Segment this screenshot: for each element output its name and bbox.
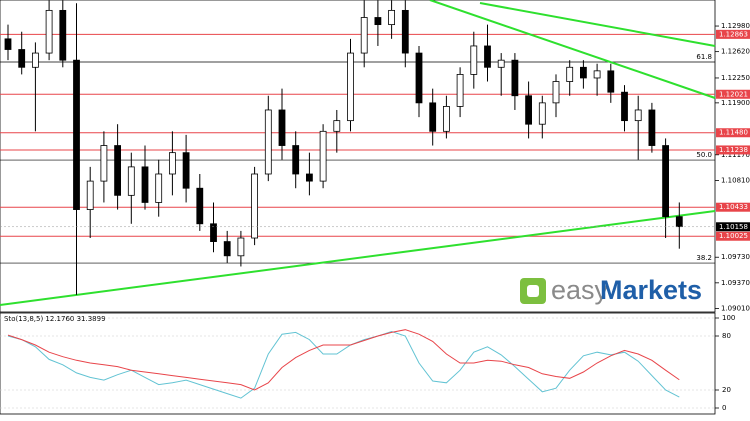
level-box: [716, 202, 750, 212]
candle-body: [86, 180, 94, 210]
candle-body: [525, 95, 532, 125]
candle-body: [415, 52, 423, 104]
candle-body: [347, 52, 354, 122]
fib-label: 50.0: [696, 151, 712, 159]
brand-markets: Markets: [600, 275, 702, 305]
candle-body: [141, 166, 149, 203]
candle-body: [278, 109, 286, 146]
brand-logo: easy Markets: [520, 275, 702, 305]
candle-body: [292, 145, 300, 175]
indicator-line: [7, 329, 680, 391]
candle-body: [114, 145, 121, 196]
candle-body: [470, 45, 478, 75]
level-label: 1.10025: [719, 232, 748, 240]
level-label: 1.12021: [719, 90, 748, 98]
y-tick-label: 1.12620: [721, 48, 750, 56]
candle-body: [538, 102, 546, 125]
candle-body: [168, 152, 176, 175]
level-box: [716, 89, 750, 99]
candle-body: [45, 9, 53, 54]
candle-body: [621, 91, 628, 122]
trendline: [0, 210, 716, 306]
candle-body: [223, 241, 231, 257]
candle-body: [182, 152, 190, 189]
candle-body: [607, 70, 615, 93]
candle-body: [196, 187, 204, 225]
level-box: [716, 29, 750, 39]
candle-body: [580, 66, 587, 79]
fib-label: 61.8: [696, 53, 712, 61]
y-tick-label: 100: [722, 314, 735, 322]
trendline: [479, 2, 716, 47]
candle-body: [210, 223, 217, 242]
y-tick-label: 1.11170: [721, 151, 750, 159]
y-tick-label: 20: [722, 386, 731, 394]
candle-body: [442, 106, 450, 132]
candle-body: [675, 216, 683, 228]
level-label: 1.11238: [719, 146, 748, 154]
candle-body: [662, 145, 669, 218]
y-tick-label: 0: [722, 404, 726, 412]
y-tick-label: 1.09370: [721, 279, 750, 287]
candle-body: [319, 130, 327, 182]
y-tick-label: 1.12250: [721, 74, 750, 82]
candle-body: [4, 38, 12, 50]
candle-body: [100, 145, 108, 182]
candle-body: [566, 66, 574, 82]
candle-body: [305, 173, 313, 182]
current-price-box: [716, 222, 750, 232]
candle-body: [264, 109, 272, 175]
candle-body: [429, 102, 437, 132]
candle-body: [593, 70, 601, 79]
indicator-title: Sto(13,8,5) 12.1760 31.3899: [4, 315, 106, 323]
candle-body: [127, 166, 135, 196]
candle-body: [497, 59, 505, 68]
candle-body: [360, 17, 368, 54]
candle-body: [648, 109, 656, 146]
level-label: 1.12863: [719, 30, 748, 38]
logo-inner: [527, 285, 539, 297]
candle-body: [552, 81, 560, 104]
candle-body: [388, 9, 396, 26]
candle-body: [374, 17, 382, 26]
indicator-pane: [0, 312, 716, 415]
level-label: 1.10433: [719, 203, 748, 211]
y-tick-label: 1.11900: [721, 99, 750, 107]
candle-body: [73, 59, 80, 210]
candle-body: [456, 74, 464, 107]
candle-body: [634, 109, 642, 122]
candle-body: [155, 173, 163, 203]
y-tick-label: 1.12980: [721, 22, 750, 30]
level-box: [716, 231, 750, 241]
level-box: [716, 145, 750, 155]
candle-body: [484, 45, 491, 68]
level-box: [716, 128, 750, 138]
y-tick-label: 1.09010: [721, 304, 750, 312]
y-tick-label: 80: [722, 332, 731, 340]
y-tick-label: 1.10810: [721, 176, 750, 184]
candle-body: [59, 9, 67, 61]
trendline: [429, 0, 716, 99]
candle-body: [401, 9, 409, 54]
candle-body: [18, 49, 26, 68]
candle-body: [511, 59, 519, 97]
indicator-line: [7, 330, 680, 399]
candle-body: [251, 173, 259, 239]
candle-body: [333, 120, 341, 132]
level-label: 1.11480: [719, 129, 748, 137]
candle-body: [32, 52, 39, 68]
fib-label: 38.2: [696, 254, 712, 262]
current-price-label: 1.10158: [719, 223, 748, 231]
y-tick-label: 1.09730: [721, 253, 750, 261]
brand-easy: easy: [551, 275, 609, 305]
candle-body: [237, 237, 245, 257]
